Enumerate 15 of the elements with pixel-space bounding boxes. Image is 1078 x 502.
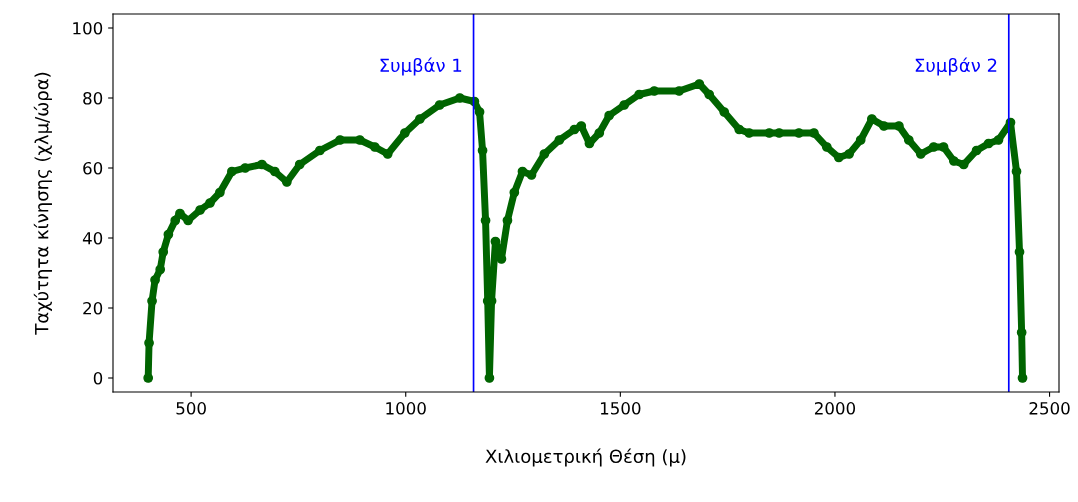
y-tick-label: 40: [82, 231, 103, 245]
y-tick-label: 80: [83, 91, 103, 105]
y-tick-label: 60: [83, 161, 103, 175]
x-tick-label: 2000: [814, 402, 856, 415]
x-tick-label: 500: [176, 402, 206, 415]
y-tick-label: 0: [93, 371, 103, 385]
x-tick-label: 1000: [386, 402, 426, 415]
y-tick-label: 20: [83, 301, 103, 315]
ref-line-label: Συμβάν 2: [915, 57, 997, 76]
x-tick-label: 2500: [1029, 402, 1070, 415]
ref-line-label: Συμβάν 1: [380, 57, 462, 76]
x-tick-label: 1500: [600, 402, 641, 415]
y-tick-label: 100: [73, 21, 103, 35]
y-axis-title: Ταχύτητα κίνησης (χλμ/ώρα): [33, 72, 53, 335]
x-axis-title: Χιλιομετρική Θέση (μ): [485, 448, 686, 467]
